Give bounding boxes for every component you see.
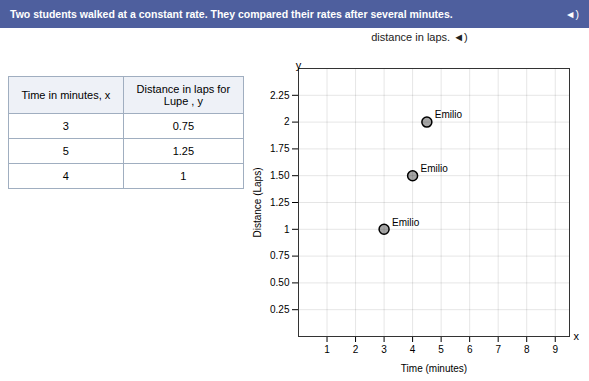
svg-text:1.50: 1.50 <box>270 170 290 181</box>
html-text:Two students walked at a const: Two students walked at a constant rate. … <box>10 8 453 20</box>
svg-text:4: 4 <box>410 344 416 355</box>
svg-text:1: 1 <box>324 344 330 355</box>
html-text:distance in laps. ◄): distance in laps. ◄) <box>371 31 468 43</box>
svg-text:1.25: 1.25 <box>270 197 290 208</box>
svg-text:x: x <box>574 330 580 342</box>
html-text:Time in minutes, x: Time in minutes, x <box>21 89 111 101</box>
svg-text:1.75: 1.75 <box>270 143 290 154</box>
html-text:4: 4 <box>62 170 69 182</box>
svg-text:Emilio: Emilio <box>421 163 449 174</box>
svg-text:Emilio: Emilio <box>392 217 420 228</box>
svg-text:Distance (Laps): Distance (Laps) <box>252 167 263 237</box>
svg-text:1: 1 <box>284 224 290 235</box>
svg-text:6: 6 <box>467 344 473 355</box>
svg-text:7: 7 <box>495 344 501 355</box>
svg-text:2: 2 <box>284 116 290 127</box>
svg-text:0.25: 0.25 <box>270 304 290 315</box>
html-text:3: 3 <box>62 120 69 132</box>
svg-text:Time (minutes): Time (minutes) <box>401 363 467 374</box>
svg-text:0.75: 0.75 <box>270 250 290 261</box>
html-text:0.75: 0.75 <box>172 120 195 132</box>
svg-text:2: 2 <box>353 344 359 355</box>
svg-text:0.50: 0.50 <box>270 277 290 288</box>
svg-text:3: 3 <box>381 344 387 355</box>
svg-text:Emilio: Emilio <box>435 109 463 120</box>
html-text:1: 1 <box>180 170 187 182</box>
svg-text:8: 8 <box>524 344 530 355</box>
svg-text:9: 9 <box>552 344 558 355</box>
html-text:Distance in laps for Lupe , y: Distance in laps for Lupe , y <box>136 83 231 107</box>
svg-text:2.25: 2.25 <box>270 90 290 101</box>
html-text:1.25: 1.25 <box>172 145 195 157</box>
html-text:5: 5 <box>62 145 69 157</box>
svg-text:y: y <box>296 59 302 71</box>
svg-text:5: 5 <box>438 344 444 355</box>
